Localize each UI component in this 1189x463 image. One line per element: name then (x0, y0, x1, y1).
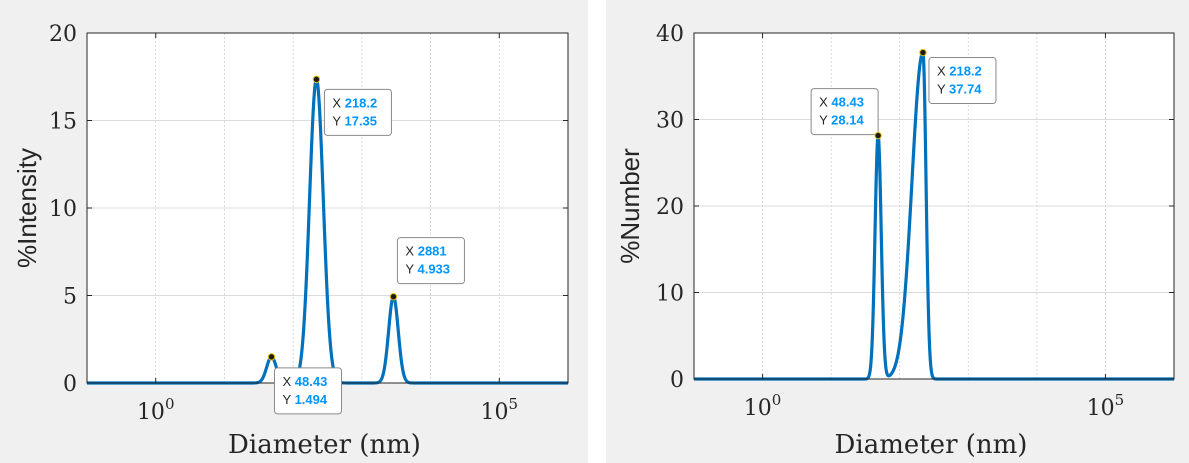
datatip-x-row: X 48.43 (819, 95, 864, 110)
datatip-x-row: X 218.2 (332, 95, 377, 110)
datatip-y-value: 17.35 (344, 113, 377, 128)
datatip[interactable]: X 2881 Y 4.933 (389, 237, 465, 301)
datatip-y-row: Y 17.35 (332, 113, 377, 128)
datatip-x-row: X 218.2 (937, 64, 982, 79)
intensity-chart: 0 5 10 15 20 100 105 Diameter (nm) %Intensity X 4… (0, 0, 588, 463)
x-axis-label: Diameter (nm) (228, 430, 421, 460)
y-tick-label: 0 (670, 368, 684, 393)
y-axis-label: %Number (615, 148, 645, 264)
datatip-box (323, 88, 392, 136)
datatip-y-row: Y 4.933 (405, 262, 450, 277)
number-chart-panel: 0 10 20 30 40 100 105 Diameter (nm) %Number X 48.… (606, 0, 1189, 463)
intensity-chart-panel: 0 5 10 15 20 100 105 Diameter (nm) %Intensity X 4… (0, 0, 588, 463)
x-tick-label: 105 (481, 395, 519, 425)
datatip-x-value: 48.43 (295, 374, 328, 389)
y-axis-label: %Intensity (12, 148, 42, 268)
datatip-x-value: 218.2 (949, 64, 982, 79)
datatip-y-row: Y 37.74 (937, 82, 982, 97)
datatip-box (810, 88, 879, 136)
y-tick-label: 10 (656, 282, 684, 307)
datatip-box (928, 57, 997, 105)
datatip-y-row: Y 1.494 (283, 392, 328, 407)
y-tick-label: 40 (656, 22, 684, 47)
datatip-y-value: 28.14 (831, 113, 864, 128)
x-tick-label: 105 (1087, 391, 1125, 421)
y-tick-label: 0 (63, 372, 77, 397)
y-tick-label: 20 (656, 195, 684, 220)
datatip-x-row: X 2881 (405, 244, 446, 259)
y-tick-label: 10 (49, 197, 77, 222)
datatip-y-value: 4.933 (417, 262, 450, 277)
datatip-y-value: 1.494 (295, 392, 328, 407)
y-tick-label: 30 (656, 109, 684, 134)
datatip[interactable]: X 218.2 Y 17.35 (312, 75, 392, 136)
datatip-x-value: 218.2 (345, 95, 378, 110)
x-tick-label: 100 (137, 395, 175, 425)
y-tick-label: 5 (63, 285, 77, 310)
datatip[interactable]: X 48.43 Y 1.494 (267, 353, 343, 415)
number-chart: 0 10 20 30 40 100 105 Diameter (nm) %Number X 48.… (606, 0, 1189, 463)
x-axis-label: Diameter (nm) (835, 430, 1028, 460)
y-tick-label: 20 (49, 22, 77, 47)
datatip-marker (919, 48, 927, 57)
datatip-y-row: Y 28.14 (819, 113, 864, 128)
x-tick-label: 100 (744, 391, 782, 421)
datatip-marker (389, 292, 398, 301)
datatip-box (396, 237, 465, 285)
datatip-marker (312, 75, 321, 84)
datatip-marker (874, 131, 882, 140)
datatip-x-row: X 48.43 (283, 374, 328, 389)
datatip[interactable]: X 218.2 Y 37.74 (919, 48, 997, 105)
datatip-x-value: 2881 (418, 244, 447, 259)
datatip[interactable]: X 48.43 Y 28.14 (810, 88, 882, 140)
datatip-y-value: 37.74 (949, 82, 982, 97)
datatip-x-value: 48.43 (831, 95, 864, 110)
y-tick-label: 15 (49, 110, 77, 135)
datatip-box (274, 367, 343, 415)
datatip-marker (267, 353, 276, 361)
